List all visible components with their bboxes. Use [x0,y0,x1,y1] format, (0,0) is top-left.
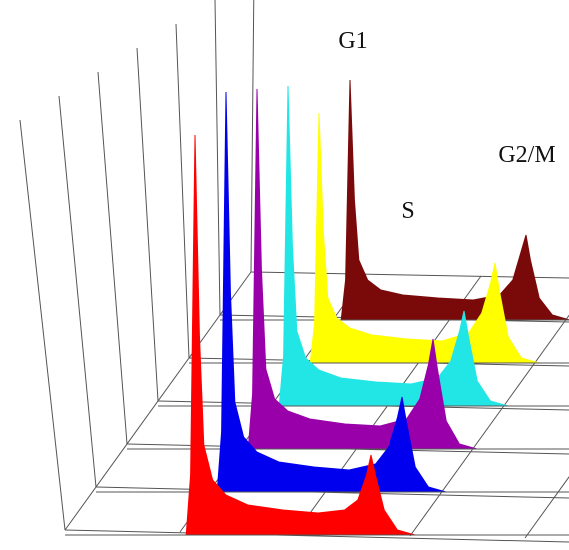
wall-line [175,23,190,359]
floor-line [409,314,569,537]
floor-line [524,476,569,539]
histogram-area [235,88,478,450]
annotation: G2/M [498,142,555,168]
wall-line [136,47,159,402]
annotation: G1 [338,28,367,54]
wall-line [58,95,97,488]
floor-line [64,271,252,531]
wall-line [214,0,221,316]
histogram-area [173,134,416,536]
wall-line [19,119,66,531]
floor-line [64,529,569,543]
grid [19,0,569,543]
wall-line [97,71,128,445]
histogram-area [297,112,540,364]
annotation: S [401,198,414,224]
histogram-area [328,79,569,321]
plot [65,79,569,536]
histogram-area [204,91,447,493]
wall-line [250,0,255,273]
histogram-area [266,85,509,407]
